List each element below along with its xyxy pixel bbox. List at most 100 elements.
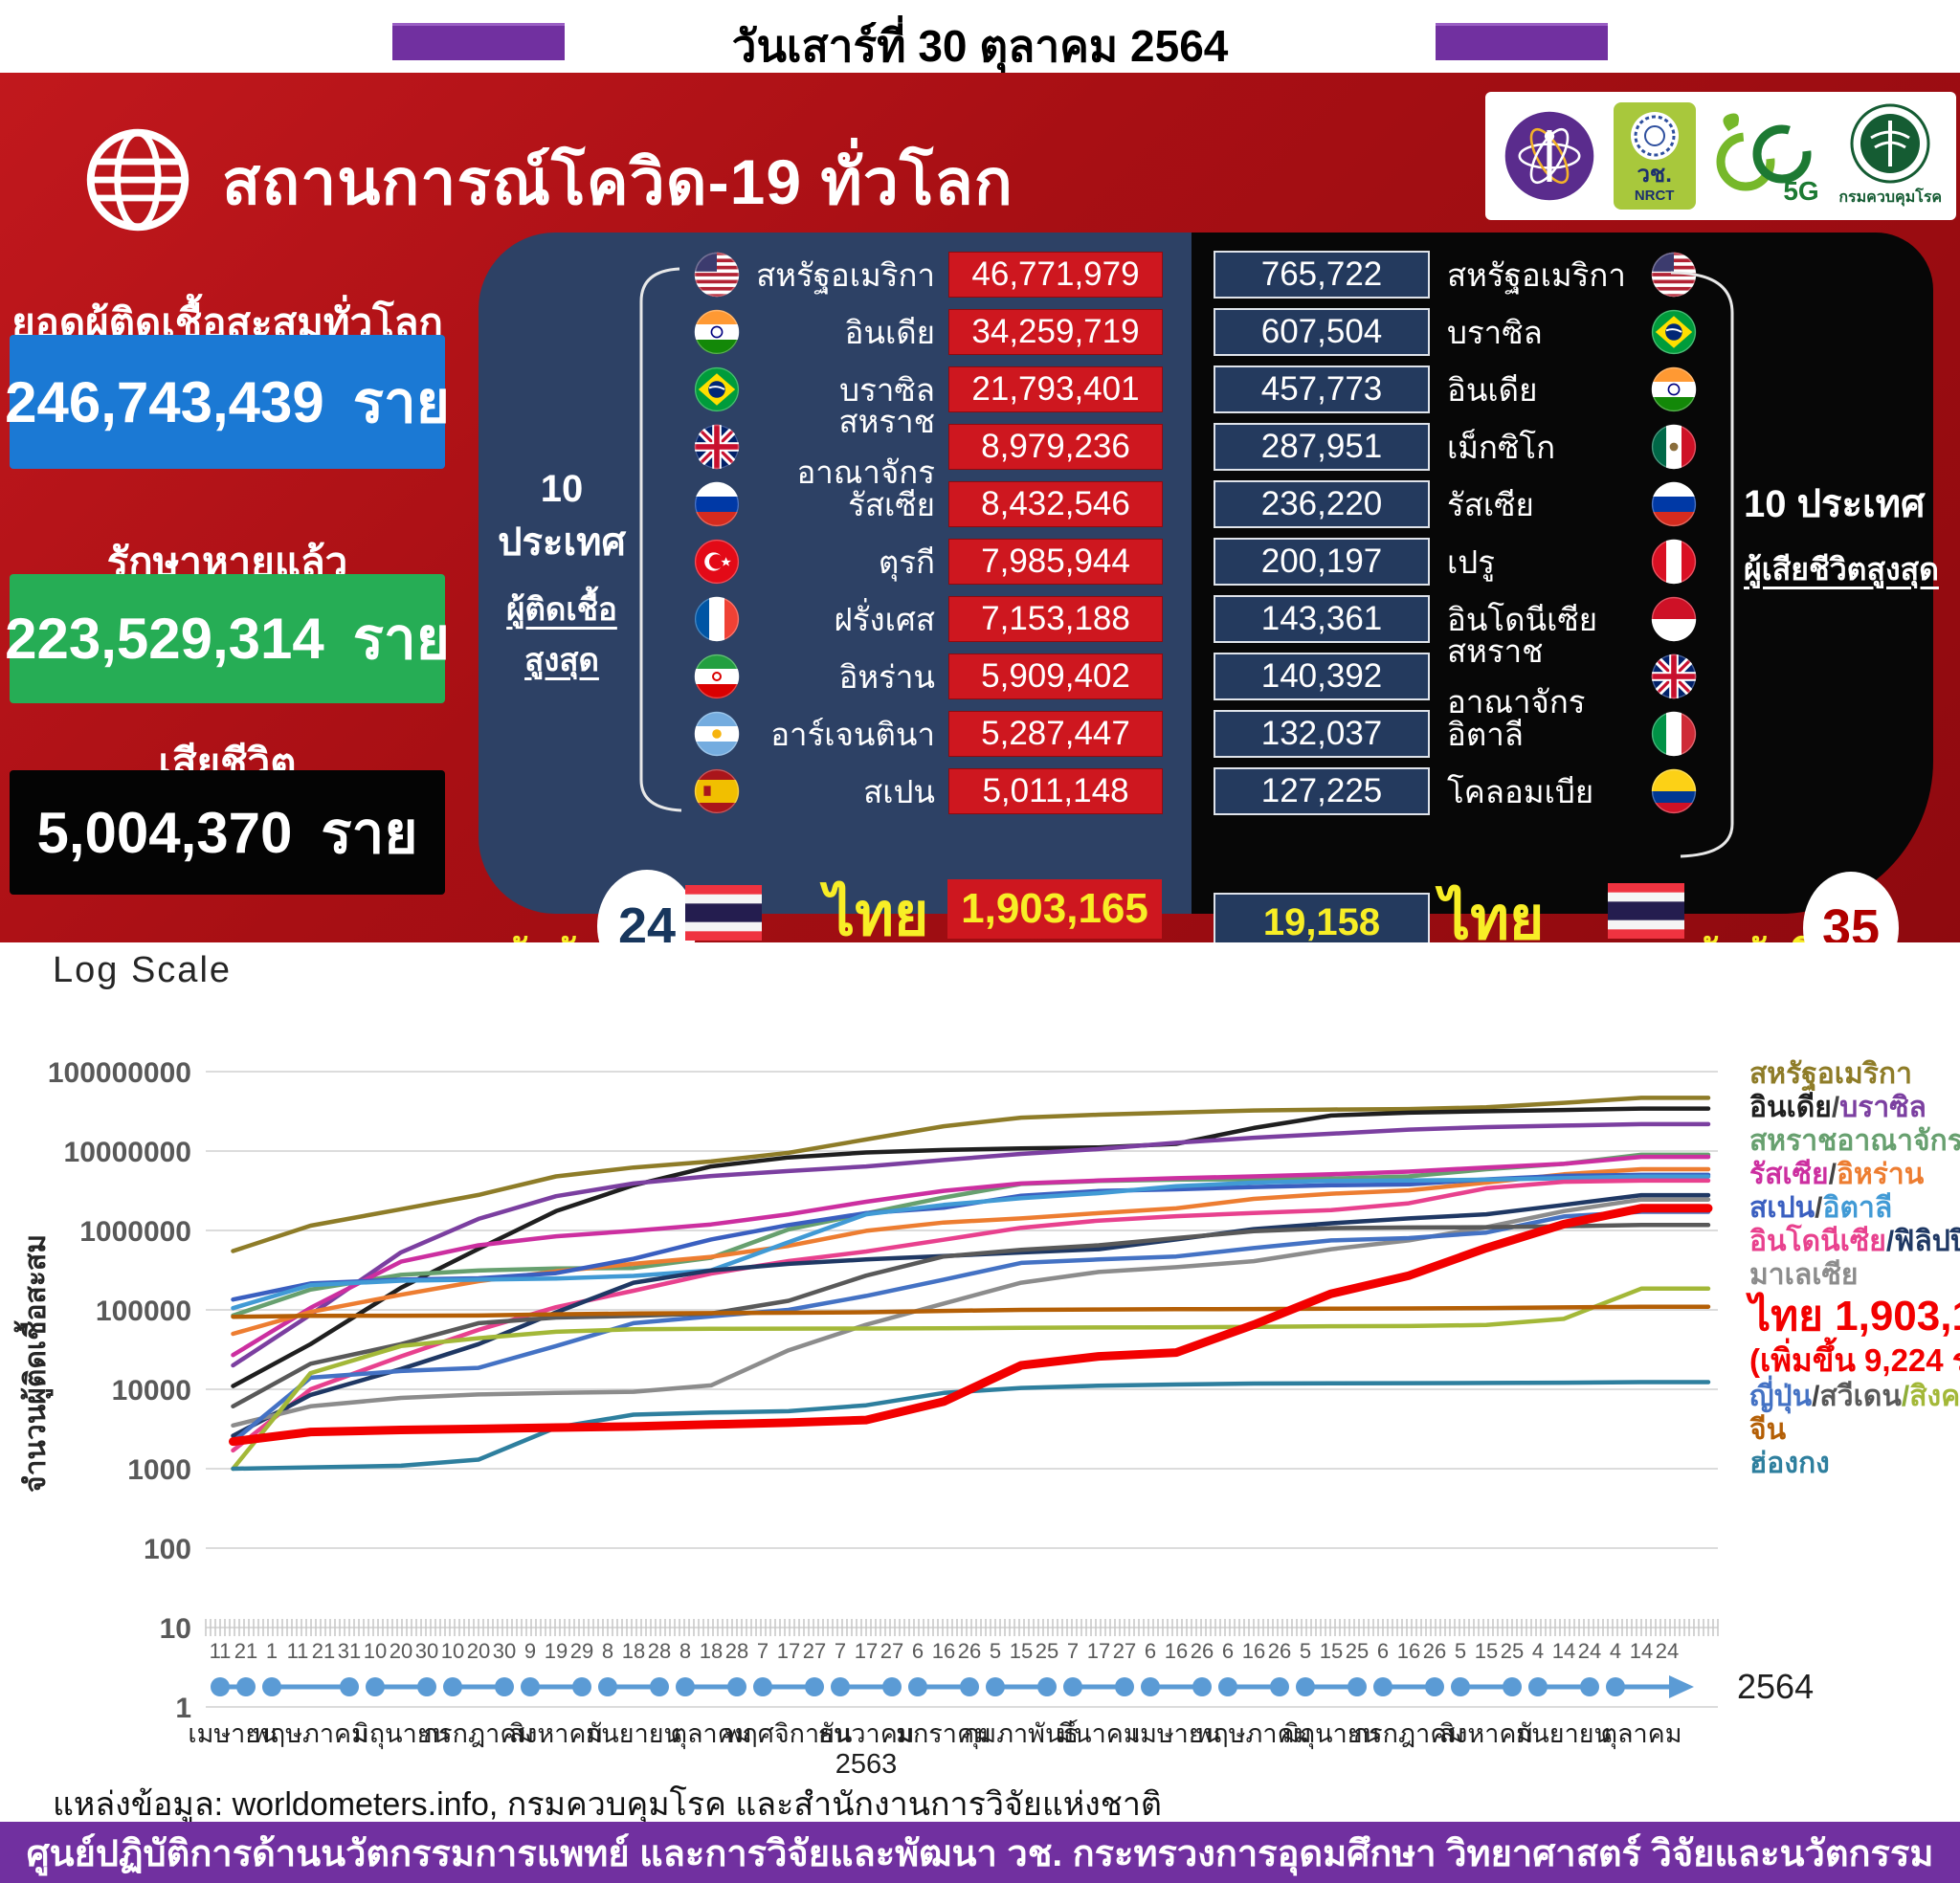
svg-text:2563: 2563 [835,1749,898,1780]
stat-box-recovered: 223,529,314 ราย [5,574,450,703]
stat-recovered-value: 223,529,314 [5,607,324,671]
svg-text:8: 8 [679,1639,691,1663]
country-name: รัสเซีย [1447,486,1534,522]
globe-icon [86,128,189,232]
svg-text:6: 6 [1377,1639,1389,1663]
uk-flag-icon [694,424,740,470]
infection-row: สหราชอาณาจักร 8,979,236 [694,404,1163,490]
stat-cases-unit: ราย [352,369,450,434]
death-row: 607,504 บราซิล [1214,308,1697,356]
svg-text:27: 27 [880,1639,903,1663]
legend-entry: มาเลเซีย [1749,1259,1859,1291]
svg-text:กันยายน: กันยายน [586,1719,681,1748]
infection-row: อิหร่าน 5,909,402 [694,654,1163,699]
svg-text:30: 30 [493,1639,516,1663]
country-name: อินเดีย [1447,371,1538,408]
svg-text:26: 26 [1191,1639,1214,1663]
legend-entry: อินโดนีเซีย/ฟิลิปปินส์ [1749,1226,1960,1257]
svg-text:มิถุนายน: มิถุนายน [1282,1719,1380,1750]
svg-text:18: 18 [700,1639,723,1663]
death-row: 143,361 อินโดนีเซีย [1214,595,1697,643]
svg-text:11: 11 [210,1639,232,1663]
deaths-heading-line2: ผู้เสียชีวิตสูงสุด [1744,552,1939,587]
svg-text:สิงหาคม: สิงหาคม [1439,1719,1533,1748]
country-name: ตุรกี [878,543,935,580]
svg-text:1000: 1000 [127,1454,191,1486]
svg-text:26: 26 [958,1639,981,1663]
series-มาเลเซีย [231,1197,1711,1429]
svg-text:17: 17 [777,1639,800,1663]
country-value: 236,220 [1214,480,1430,528]
infection-row: รัสเซีย 8,432,546 [694,481,1163,527]
series-รัสเซีย [231,1154,1711,1358]
ar-flag-icon [694,711,740,757]
fr-flag-icon [694,596,740,642]
svg-text:20: 20 [390,1639,412,1663]
legend-entry: ฮ่องกง [1749,1448,1830,1479]
nrct-abbr: วช. [1637,161,1672,188]
svg-text:18: 18 [622,1639,645,1663]
country-name: อิตาลี [1447,716,1525,752]
svg-text:10000000: 10000000 [64,1137,191,1168]
svg-text:7: 7 [835,1639,846,1663]
svg-text:5: 5 [1300,1639,1311,1663]
stat-cases-value: 246,743,439 [5,369,324,434]
legend-entry: สหรัฐอเมริกา [1749,1058,1912,1090]
country-value: 8,432,546 [948,481,1163,527]
svg-text:10: 10 [364,1639,387,1663]
country-value: 5,011,148 [948,768,1163,814]
svg-text:5: 5 [990,1639,1001,1663]
svg-text:11: 11 [287,1639,309,1663]
banner: สถานการณ์โควิด-19 ทั่วโลก [0,73,1960,985]
infection-row: ฝรั่งเศส 7,153,188 [694,596,1163,642]
series-ญี่ปุ่น [231,1209,1711,1444]
country-name: อินโดนีเซีย [1447,601,1598,637]
country-value: 143,361 [1214,595,1430,643]
svg-text:31: 31 [338,1639,361,1663]
country-name: สหรัฐอเมริกา [756,256,935,293]
country-name: โคลอมเบีย [1447,773,1594,809]
infection-row: ตุรกี 7,985,944 [694,539,1163,585]
svg-text:21: 21 [234,1639,257,1663]
stat-deaths-unit: ราย [321,800,418,865]
br-flag-icon [694,366,740,412]
stat-deaths-value: 5,004,370 [36,800,293,865]
us-flag-icon [694,252,740,298]
series-บราซิล [231,1121,1711,1368]
thailand-flag [1608,883,1684,939]
legend-entry: ญี่ปุ่น/สวีเดน/สิงคโปร์ [1749,1381,1960,1412]
tr-flag-icon [694,539,740,585]
series-ไทย [229,1204,1713,1447]
top10-infections-panel: 10 ประเทศ ผู้ติดเชื้อสูงสุด สหรัฐอเมริกา… [479,233,1192,983]
pe-flag-icon [1651,539,1697,585]
country-value: 132,037 [1214,710,1430,758]
svg-text:กุมภาพันธ์: กุมภาพันธ์ [964,1718,1079,1750]
moph-ddc-logo: กรมควบคุมโรค [1838,103,1942,210]
svg-text:19: 19 [545,1639,568,1663]
svg-text:8: 8 [602,1639,613,1663]
svg-text:สิงหาคม: สิงหาคม [509,1719,603,1748]
decor-bar-left [392,23,565,60]
country-value: 140,392 [1214,653,1430,700]
svg-text:16: 16 [1165,1639,1188,1663]
infections-heading-line1: 10 ประเทศ [498,468,626,564]
svg-text:24: 24 [1578,1639,1601,1663]
us-flag-icon [1651,252,1697,298]
svg-text:28: 28 [725,1639,748,1663]
svg-text:7: 7 [1067,1639,1079,1663]
svg-text:10: 10 [160,1613,191,1645]
infection-row: สเปน 5,011,148 [694,768,1163,814]
top10-deaths-panel: 10 ประเทศ ผู้เสียชีวิตสูงสุด 765,722 สหรั… [1192,233,1939,985]
svg-text:6: 6 [1222,1639,1234,1663]
svg-text:29: 29 [570,1639,593,1663]
footer-bar: ศูนย์ปฏิบัติการด้านนวัตกรรมการแพทย์ และก… [0,1822,1960,1883]
page-title: สถานการณ์โควิด-19 ทั่วโลก [222,146,1013,217]
svg-text:25: 25 [1346,1639,1369,1663]
country-value: 7,985,944 [948,539,1163,585]
svg-text:10: 10 [441,1639,464,1663]
country-value: 21,793,401 [948,366,1163,412]
svg-text:มกราคม: มกราคม [896,1719,991,1748]
svg-text:25: 25 [1501,1639,1524,1663]
nrct-logo: วช. NRCT [1613,102,1696,210]
death-row: 765,722 สหรัฐอเมริกา [1214,251,1697,299]
